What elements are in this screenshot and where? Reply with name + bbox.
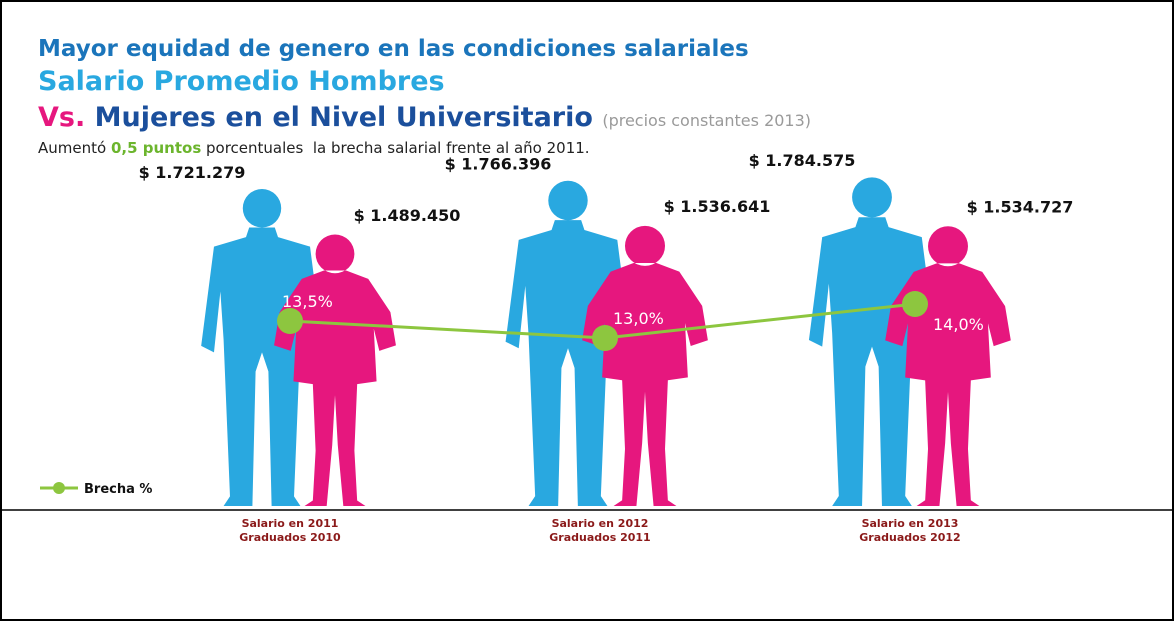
value-label: $ 1.534.727 (967, 198, 1074, 217)
title-prefix: Vs. (38, 102, 85, 133)
gap-point (902, 291, 928, 317)
value-label: $ 1.766.396 (445, 154, 552, 173)
gap-point (592, 325, 618, 351)
x-tick-sublabel: Graduados 2010 (239, 531, 341, 544)
legend-marker (53, 482, 65, 494)
gap-label: 13,5% (282, 292, 333, 311)
subtitle-part: porcentuales la brecha salarial frente a… (201, 139, 589, 157)
x-tick-label: Salario en 2013 (862, 517, 959, 530)
title-main: Mujeres en el Nivel Universitario (95, 102, 593, 133)
x-tick-label: Salario en 2012 (552, 517, 649, 530)
title-line3: Vs. Mujeres en el Nivel Universitario (p… (38, 102, 811, 133)
subtitle-highlight: 0,5 puntos (111, 139, 201, 157)
gap-point (277, 308, 303, 334)
x-tick-label: Salario en 2011 (242, 517, 339, 530)
man-figure (505, 180, 631, 506)
gap-label: 14,0% (933, 315, 984, 334)
value-label: $ 1.784.575 (749, 151, 856, 170)
title-line2: Salario Promedio Hombres (38, 66, 445, 97)
legend-label: Brecha % (84, 482, 152, 497)
woman-figure (274, 234, 396, 506)
chart-title: Mayor equidad de genero en las condicion… (38, 36, 749, 62)
man-figure (201, 189, 323, 506)
subtitle-part: Aumentó (38, 139, 111, 157)
x-tick-sublabel: Graduados 2011 (549, 531, 650, 544)
value-label: $ 1.489.450 (354, 206, 461, 225)
man-figure (808, 177, 936, 506)
subtitle: Aumentó 0,5 puntos porcentuales la brech… (38, 139, 590, 157)
gap-label: 13,0% (613, 309, 664, 328)
title-note: (precios constantes 2013) (602, 111, 811, 130)
value-label: $ 1.536.641 (664, 197, 771, 216)
woman-figure (582, 225, 708, 507)
value-label: $ 1.721.279 (139, 163, 246, 182)
x-tick-sublabel: Graduados 2012 (859, 531, 960, 544)
